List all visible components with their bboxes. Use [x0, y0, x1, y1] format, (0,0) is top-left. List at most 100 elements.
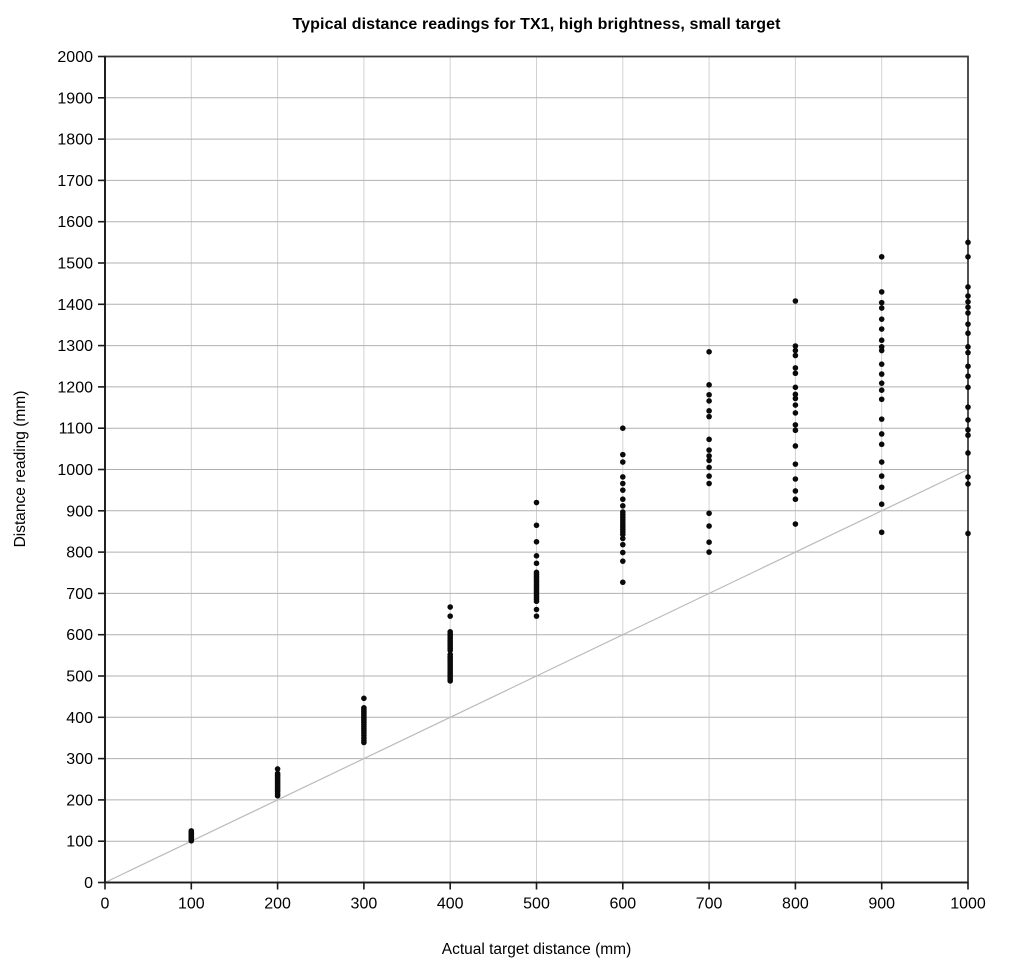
data-point — [965, 299, 971, 305]
data-point — [792, 365, 799, 371]
data-point — [965, 293, 971, 299]
data-point — [965, 310, 971, 316]
data-point — [706, 447, 712, 453]
data-point — [878, 254, 885, 260]
data-point — [792, 391, 799, 398]
y-tick-label: 1100 — [59, 421, 94, 438]
x-tick-label: 1000 — [950, 896, 986, 913]
y-tick-label: 100 — [66, 834, 93, 851]
data-point — [965, 349, 971, 356]
data-point — [706, 398, 712, 404]
data-point — [620, 541, 626, 548]
data-point — [706, 480, 712, 487]
y-tick-label: 1600 — [57, 214, 93, 231]
data-point — [792, 521, 799, 527]
data-point — [792, 352, 799, 359]
data-point — [878, 484, 885, 491]
y-tick-label: 400 — [66, 710, 93, 727]
data-point — [965, 363, 971, 370]
y-tick-label: 0 — [84, 875, 93, 892]
data-point — [620, 531, 626, 538]
x-tick-label: 400 — [437, 896, 464, 913]
data-point — [878, 501, 885, 507]
data-point — [361, 739, 367, 746]
x-tick-label: 900 — [868, 896, 895, 913]
data-point — [792, 422, 799, 428]
data-point — [965, 254, 971, 260]
y-tick-label: 300 — [66, 751, 93, 768]
data-point — [792, 298, 799, 304]
x-tick-label: 600 — [609, 896, 636, 913]
data-point — [965, 373, 971, 379]
data-point — [620, 487, 626, 493]
data-point — [965, 481, 971, 487]
data-point — [706, 408, 712, 414]
x-tick-label: 100 — [178, 896, 205, 913]
y-tick-label: 700 — [66, 586, 93, 603]
data-point — [706, 391, 712, 398]
data-point — [533, 606, 540, 613]
x-tick-label: 300 — [351, 896, 378, 913]
data-point — [533, 613, 540, 619]
data-point — [792, 370, 799, 377]
data-point — [792, 461, 799, 467]
data-point — [706, 523, 712, 529]
data-point — [706, 473, 712, 479]
data-point — [620, 549, 626, 556]
x-tick-label: 700 — [696, 896, 723, 913]
data-point — [706, 382, 712, 388]
data-point — [620, 425, 626, 432]
data-point — [878, 347, 885, 354]
y-axis-label: Distance reading (mm) — [12, 390, 29, 548]
data-point — [965, 239, 971, 246]
data-point — [878, 380, 885, 386]
data-point — [965, 427, 971, 433]
data-point — [706, 348, 712, 355]
data-point — [965, 344, 971, 350]
data-point — [274, 792, 281, 799]
data-point — [706, 413, 712, 420]
data-point — [878, 459, 885, 465]
identity-line — [104, 468, 969, 884]
y-tick-label: 600 — [66, 627, 93, 644]
data-point — [878, 371, 885, 377]
data-point — [620, 496, 626, 503]
data-point — [706, 457, 712, 464]
data-point — [533, 598, 540, 605]
data-point — [706, 453, 712, 459]
data-point — [706, 510, 712, 517]
data-point — [533, 499, 540, 506]
data-point — [878, 361, 885, 367]
y-tick-label: 500 — [66, 669, 93, 686]
y-tick-label: 1500 — [57, 256, 93, 273]
x-axis-label: Actual target distance (mm) — [441, 941, 632, 958]
data-point — [620, 558, 626, 564]
data-point — [706, 464, 712, 471]
data-point — [965, 417, 971, 423]
data-point — [620, 579, 626, 586]
data-point — [965, 330, 971, 337]
y-tick-label: 1000 — [57, 462, 93, 479]
data-point — [965, 404, 971, 410]
data-point — [878, 396, 885, 403]
data-point — [620, 451, 626, 458]
data-point — [965, 321, 971, 327]
y-tick-label: 200 — [66, 792, 93, 809]
x-tick-label: 500 — [523, 896, 550, 913]
y-tick-label: 1800 — [57, 132, 93, 149]
x-tick-label: 800 — [782, 896, 809, 913]
y-tick-label: 2000 — [57, 49, 93, 66]
data-point — [878, 316, 885, 322]
data-point — [620, 474, 626, 480]
data-point — [620, 535, 626, 542]
y-tick-label: 800 — [66, 545, 93, 562]
y-tick-label: 1300 — [57, 338, 93, 355]
data-point — [965, 450, 971, 456]
x-tick-label: 200 — [264, 896, 291, 913]
data-point — [878, 441, 885, 448]
data-point — [533, 538, 540, 545]
data-point — [533, 553, 540, 559]
data-point — [965, 384, 971, 391]
